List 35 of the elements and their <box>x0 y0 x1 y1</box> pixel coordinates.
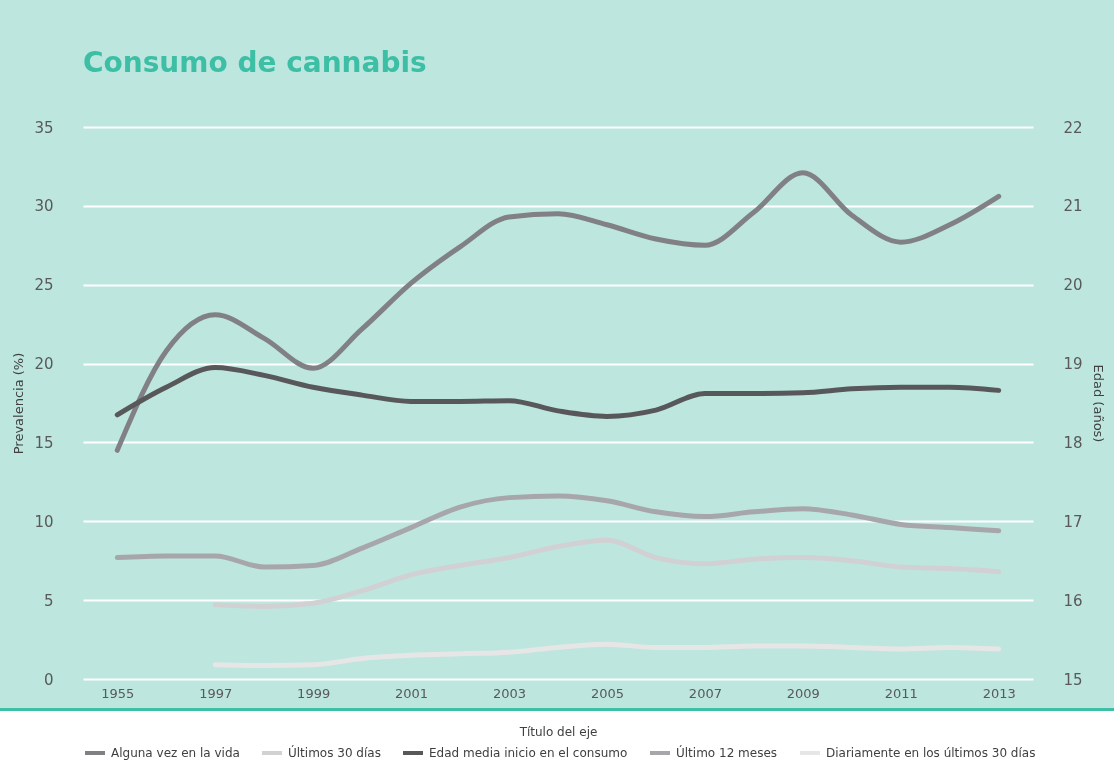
y2-tick-label: 17 <box>1063 512 1083 531</box>
y2-tick-label: 19 <box>1063 355 1083 374</box>
y2-tick-label: 22 <box>1063 118 1083 137</box>
y-tick-label: 15 <box>34 433 54 452</box>
y-tick-label: 5 <box>43 591 54 610</box>
chart-title: Consumo de cannabis <box>82 46 427 79</box>
y-tick-label: 0 <box>43 670 54 689</box>
legend-label: Edad media inicio en el consumo <box>429 746 628 760</box>
y2-axis-title: Edad (años) <box>1090 364 1106 443</box>
y2-tick-label: 20 <box>1063 276 1083 295</box>
x-tick-label: 1999 <box>297 685 331 701</box>
x-axis-title: Título del eje <box>518 724 598 739</box>
y2-tick-label: 18 <box>1063 433 1083 452</box>
x-tick-label: 1997 <box>199 685 233 701</box>
legend-label: Último 12 meses <box>676 745 778 760</box>
x-tick-label: 2013 <box>982 685 1016 701</box>
x-tick-label: 2009 <box>786 685 820 701</box>
x-tick-label: 2001 <box>395 685 429 701</box>
legend-label: Diariamente en los últimos 30 días <box>826 746 1036 760</box>
y2-tick-label: 15 <box>1063 670 1083 689</box>
y-tick-label: 20 <box>34 355 54 374</box>
x-tick-label: 2011 <box>884 685 918 701</box>
x-tick-label: 2007 <box>688 685 722 701</box>
y-tick-label: 25 <box>34 276 54 295</box>
y2-tick-label: 16 <box>1063 591 1083 610</box>
x-tick-label: 2003 <box>492 685 527 701</box>
y-tick-label: 10 <box>34 512 54 531</box>
x-tick-label: 1955 <box>101 685 135 701</box>
y-axis-title: Prevalencia (%) <box>11 352 27 455</box>
x-tick-label: 2005 <box>590 685 625 701</box>
legend-label: Últimos 30 días <box>288 745 381 760</box>
y2-tick-label: 21 <box>1063 197 1083 216</box>
y-tick-label: 30 <box>34 197 54 216</box>
legend-label: Alguna vez en la vida <box>111 746 240 760</box>
y-tick-label: 35 <box>34 118 54 137</box>
